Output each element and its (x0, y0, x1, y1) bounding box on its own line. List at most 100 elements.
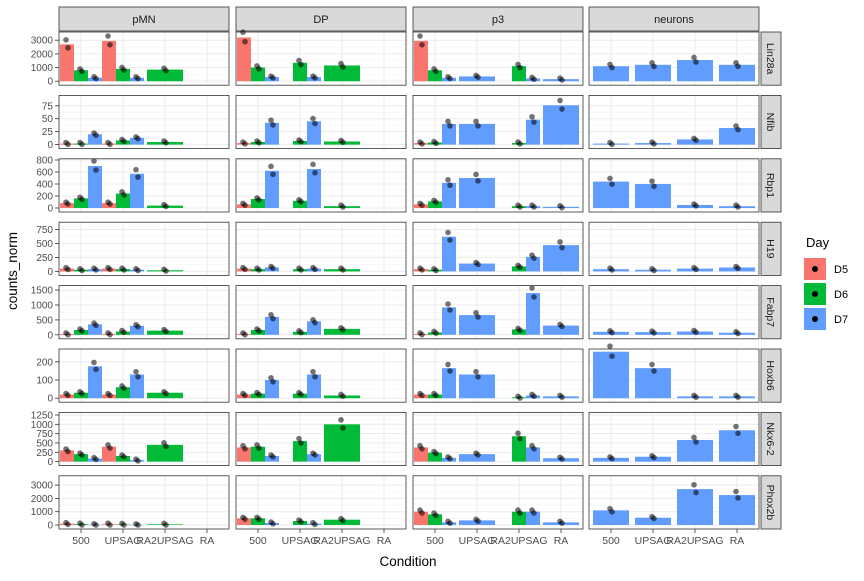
data-point (79, 196, 85, 203)
data-point (529, 113, 535, 120)
bar (307, 321, 321, 335)
bar (543, 105, 579, 145)
x-tick-label: RA2UPSAG (313, 535, 370, 547)
data-point (121, 192, 127, 198)
x-axis-label: Condition (379, 554, 436, 569)
data-point (417, 33, 423, 39)
data-point (447, 75, 453, 82)
data-point (517, 264, 523, 270)
bar (130, 173, 144, 208)
y-tick-label: 2000 (31, 49, 54, 60)
data-point (163, 443, 169, 450)
panel-border (412, 221, 584, 276)
y-tick-label: 0 (47, 394, 53, 405)
data-point (447, 520, 453, 526)
data-point (651, 141, 657, 147)
data-point (559, 106, 565, 112)
bar (265, 122, 279, 145)
bar (60, 44, 74, 82)
y-tick-label: 200 (36, 192, 53, 203)
y-tick-label: 0 (47, 330, 53, 341)
x-tick-label: 500 (426, 535, 444, 547)
data-point (65, 392, 71, 399)
bar (237, 447, 251, 462)
data-point (733, 488, 739, 495)
data-point (107, 392, 113, 399)
bar (88, 366, 102, 399)
facet-strip-row (760, 348, 782, 403)
data-point (298, 198, 304, 205)
data-point (419, 41, 425, 48)
data-point (531, 294, 537, 300)
y-tick-label: 500 (36, 315, 53, 326)
y-tick-label: 500 (36, 438, 53, 449)
legend-label: D5 (834, 264, 848, 276)
data-point (531, 204, 537, 210)
data-point (607, 175, 613, 182)
panel-border (58, 475, 230, 530)
data-point (693, 489, 699, 496)
data-point (79, 328, 85, 334)
panel-border (588, 475, 760, 530)
y-tick-label: 3000 (31, 481, 54, 492)
panel-border (58, 348, 230, 403)
data-point (693, 266, 699, 273)
y-axis-label: counts_norm (5, 232, 20, 310)
bar (442, 182, 456, 208)
data-point (433, 68, 439, 75)
bar (88, 134, 102, 145)
data-point (531, 510, 537, 516)
panel-background (236, 222, 406, 276)
data-point (433, 267, 439, 274)
bar (307, 169, 321, 208)
bar (251, 67, 265, 82)
bar (512, 436, 526, 462)
facet-strip-row-label: Nfib (764, 113, 776, 132)
data-point (473, 309, 479, 316)
data-point (445, 118, 451, 125)
data-point (419, 202, 425, 208)
data-point (163, 268, 169, 274)
data-point (651, 63, 657, 70)
y-tick-label: 0 (47, 267, 53, 278)
bar (60, 450, 74, 462)
data-point (515, 430, 521, 437)
panel-border (58, 221, 230, 276)
data-point (649, 178, 655, 184)
bar (526, 119, 540, 145)
data-point (609, 455, 615, 462)
bar (116, 193, 130, 208)
data-point (529, 285, 535, 291)
data-point (79, 68, 85, 75)
y-tick-label: 1250 (31, 411, 54, 422)
data-point (735, 126, 741, 133)
data-point (340, 517, 346, 524)
panel-background (413, 349, 583, 403)
bar (442, 368, 456, 399)
data-point (65, 331, 71, 338)
data-point (531, 445, 537, 452)
facet-strip-column (235, 6, 407, 32)
data-point (298, 440, 304, 446)
bar (324, 424, 360, 462)
data-point (79, 141, 85, 148)
bar (428, 452, 442, 462)
data-point (298, 391, 304, 398)
data-point (79, 267, 85, 274)
data-point (517, 510, 523, 516)
facet-strip-label: DP (313, 14, 328, 26)
data-point (107, 331, 113, 338)
data-point (651, 330, 657, 336)
y-tick-label: 50 (42, 114, 54, 125)
data-point (65, 521, 71, 528)
data-point (340, 204, 346, 210)
data-point (242, 445, 248, 452)
data-point (310, 115, 316, 122)
data-point (445, 176, 451, 183)
data-point (531, 76, 537, 83)
data-point (163, 139, 169, 146)
data-point (163, 522, 169, 528)
y-tick-label: 0 (47, 521, 53, 532)
bar (459, 374, 495, 399)
data-point (133, 166, 139, 173)
